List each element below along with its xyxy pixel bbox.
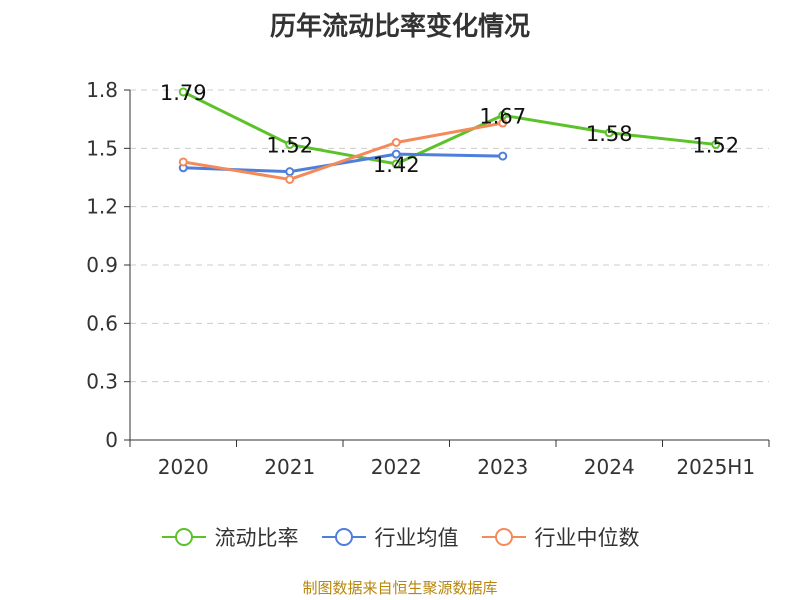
y-tick-label: 1.5 (86, 136, 118, 160)
data-point-1 (391, 149, 401, 159)
data-label-layer: 1.79 1.52 1.42 1.67 1.58 1.52 (160, 81, 739, 177)
data-point-2 (498, 118, 508, 128)
data-point-0 (711, 139, 721, 149)
data-label: 1.67 (479, 104, 526, 128)
data-point-1 (498, 151, 508, 161)
y-tick-label: 1.8 (86, 78, 118, 102)
y-tick-label: 0.9 (86, 253, 118, 277)
x-tick-label: 2025H1 (676, 455, 755, 479)
y-tick-label: 0.6 (86, 311, 118, 335)
data-label: 1.52 (692, 133, 739, 157)
data-point-2 (178, 157, 188, 167)
data-point-0 (391, 159, 401, 169)
legend-item-industry-mean[interactable]: 行业均值 (321, 522, 459, 552)
legend-marker-industry-mean (321, 528, 366, 546)
data-point-1 (285, 167, 295, 177)
series-layer (178, 87, 721, 184)
legend-label-industry-mean: 行业均值 (374, 526, 459, 550)
data-point-0 (604, 128, 614, 138)
legend-marker-industry-median (481, 528, 526, 546)
x-tick-label: 2023 (477, 455, 528, 479)
x-tick-label: 2022 (371, 455, 422, 479)
x-tick-label: 2024 (584, 455, 635, 479)
data-point-0 (178, 87, 188, 97)
legend: 流动比率 行业均值 行业中位数 (0, 520, 800, 554)
legend-label-current-ratio: 流动比率 (214, 526, 299, 550)
grid-layer (130, 89, 769, 383)
y-tick-label: 0.3 (86, 370, 118, 394)
data-label: 1.42 (373, 153, 420, 177)
chart-title: 历年流动比率变化情况 (269, 12, 530, 42)
legend-marker-current-ratio (161, 528, 206, 546)
x-tick-label: 2021 (264, 455, 315, 479)
data-label: 1.58 (586, 122, 633, 146)
x-tick-label: 2020 (158, 455, 209, 479)
y-tick-label: 1.2 (86, 195, 118, 219)
legend-label-industry-median: 行业中位数 (534, 526, 640, 550)
data-point-2 (285, 174, 295, 184)
legend-item-current-ratio[interactable]: 流动比率 (161, 522, 299, 552)
data-point-0 (285, 139, 295, 149)
axis-layer: 0 0.3 0.6 0.9 1.2 1.5 1.8 2020 2021 2022 2023 2024 2… (86, 78, 770, 479)
data-label: 1.79 (160, 81, 207, 105)
data-point-2 (391, 138, 401, 147)
series-line-2 (183, 121, 504, 181)
y-tick-label: 0 (105, 428, 118, 452)
series-line-0 (182, 90, 716, 166)
source-note: 制图数据来自恒生聚源数据库 (302, 579, 498, 597)
data-label: 1.52 (266, 133, 313, 157)
legend-item-industry-median[interactable]: 行业中位数 (481, 522, 640, 552)
